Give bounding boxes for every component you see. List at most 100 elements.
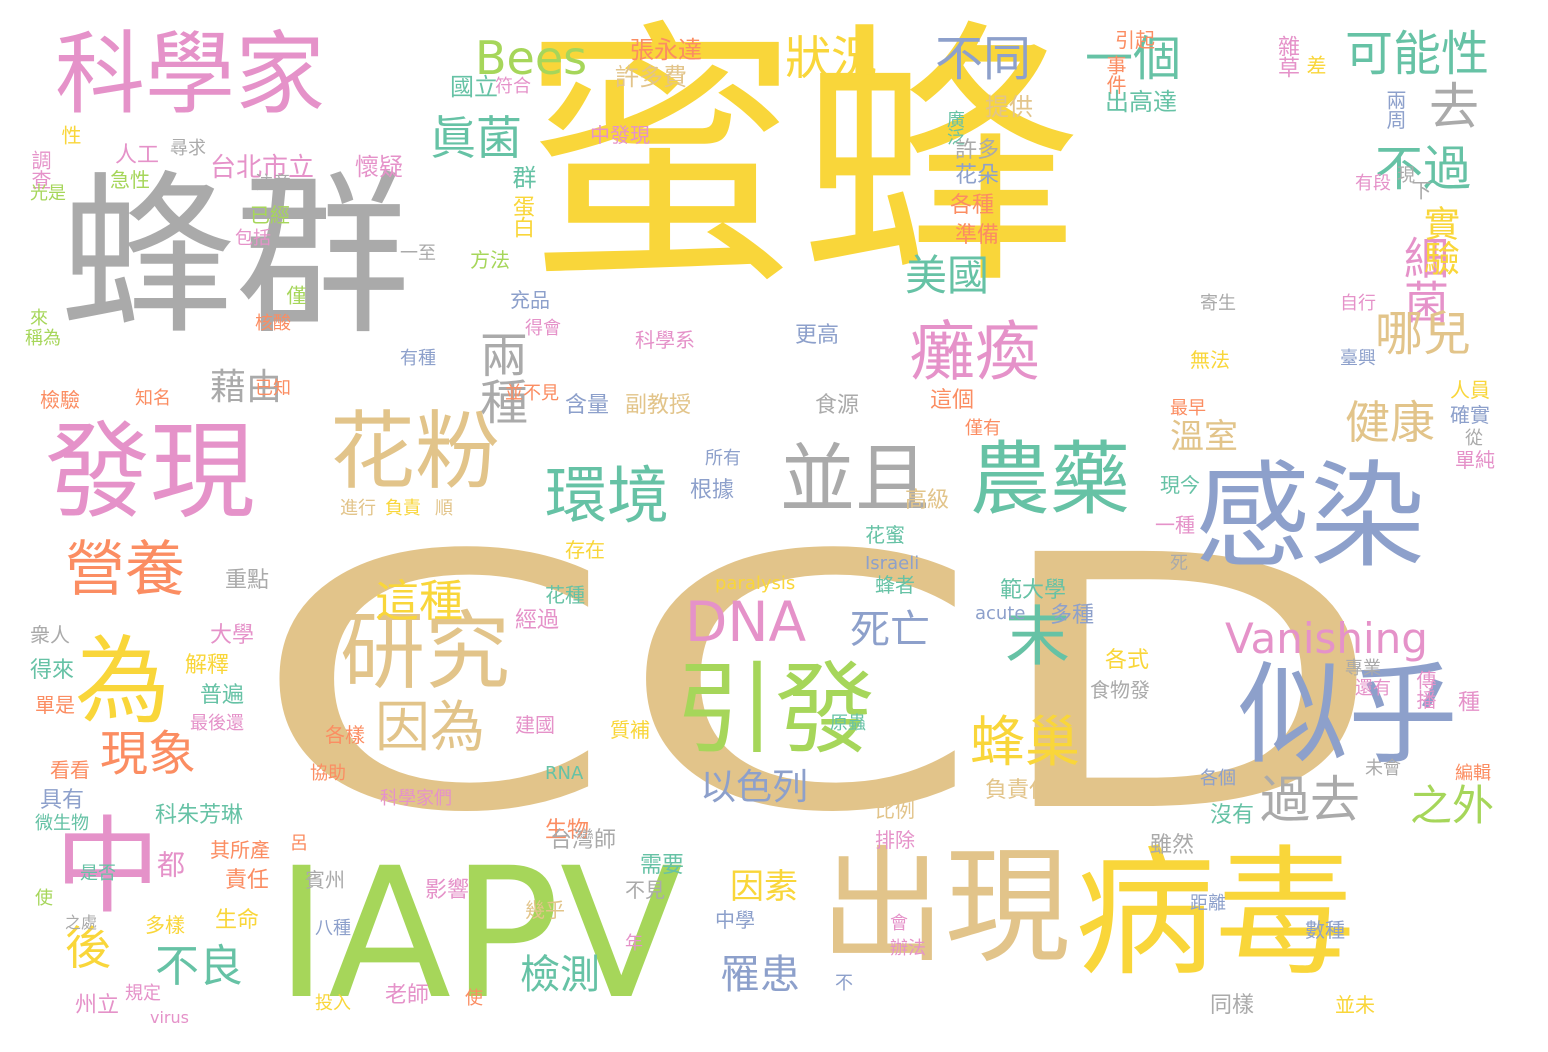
word: 賓州 xyxy=(305,868,345,892)
word: 人員 xyxy=(1450,378,1490,402)
word: 來 xyxy=(30,308,48,329)
word: 多種 xyxy=(1050,603,1095,628)
word: 以色列 xyxy=(700,767,809,808)
word: 兩種 xyxy=(471,330,527,424)
word: 含量 xyxy=(565,393,610,418)
word: 台北市立 xyxy=(210,153,315,183)
word: 需要 xyxy=(640,853,685,878)
word: 健康 xyxy=(1345,396,1436,449)
word: 哪兒 xyxy=(1375,306,1472,362)
word: 食物發 xyxy=(1090,678,1150,702)
word: 雜草 xyxy=(1274,35,1299,78)
word: 末 xyxy=(1005,600,1071,675)
word: 最早 xyxy=(1170,398,1206,419)
word: 中學 xyxy=(715,908,755,932)
word: 中發現 xyxy=(590,123,650,147)
word: 實驗 xyxy=(1418,205,1459,275)
word: 雖然 xyxy=(1150,833,1195,858)
word: Israeli xyxy=(865,553,920,574)
word: 癱瘓 xyxy=(910,315,1041,390)
word: 罹患 xyxy=(720,952,800,998)
word: 美國 xyxy=(905,251,990,300)
word: RNA xyxy=(545,763,584,784)
word: 包括 xyxy=(235,228,271,249)
word: 事件 xyxy=(1103,55,1127,94)
word: 無法 xyxy=(1190,348,1230,372)
word: 經過 xyxy=(515,608,560,633)
word: 進行 xyxy=(340,498,376,519)
word: 現今 xyxy=(1160,473,1200,497)
word: 花朵 xyxy=(955,163,1000,188)
word: 還有 xyxy=(1355,678,1391,699)
word: 都 xyxy=(153,850,186,878)
word: 許多 xyxy=(955,138,1000,163)
word: 不過 xyxy=(1375,141,1472,197)
word: 各個 xyxy=(1200,768,1236,789)
word: 最後還 xyxy=(190,713,244,734)
word: 單純 xyxy=(1455,448,1495,472)
word: 研究 xyxy=(340,603,511,702)
word: 出高達 xyxy=(1105,88,1177,116)
word: 懷疑 xyxy=(355,153,403,181)
word: 科學家 xyxy=(55,22,325,127)
word: 距離 xyxy=(1190,893,1226,914)
word: 確實 xyxy=(1450,403,1490,427)
word: 不良 xyxy=(155,941,243,992)
word: 排除 xyxy=(875,828,915,852)
word: 可能性 xyxy=(1345,26,1490,82)
word: 呂 xyxy=(290,833,308,854)
word: 幾乎 xyxy=(525,898,565,922)
word: 中 xyxy=(55,806,161,928)
word: 單是 xyxy=(35,693,75,717)
word: 狀況 xyxy=(785,31,877,85)
word: 負責 xyxy=(385,498,421,519)
word: 花種 xyxy=(545,583,585,607)
word: 稱為 xyxy=(25,328,61,349)
word: 重點 xyxy=(225,568,270,593)
word: 農藥 xyxy=(970,433,1130,526)
word: 之外 xyxy=(1410,781,1495,830)
word: 會 xyxy=(890,913,908,934)
word: 因為 xyxy=(375,695,486,759)
word: 科學系 xyxy=(635,328,695,352)
word: 從 xyxy=(1465,428,1483,449)
word: 感染 xyxy=(1195,450,1426,584)
word: 自行 xyxy=(1340,293,1376,314)
word: 多樣 xyxy=(145,913,185,937)
word: 蜜蜂 xyxy=(520,0,1080,323)
word: 調查 xyxy=(28,150,52,189)
word: 台灣師 xyxy=(550,828,617,853)
word: 群 xyxy=(508,165,536,189)
word: 責任 xyxy=(225,868,270,893)
word: 藉由 xyxy=(210,367,283,408)
word: 不 xyxy=(835,973,853,994)
word: 病毒 xyxy=(1075,833,1356,996)
word: 知名 xyxy=(135,388,171,409)
word: 生物 xyxy=(545,818,590,843)
word: 蜂巢 xyxy=(970,710,1081,774)
word: 得會 xyxy=(525,318,561,339)
word: 沒有 xyxy=(1210,803,1255,828)
word: 兩周 xyxy=(1383,90,1407,129)
word: 蜂群 xyxy=(60,156,410,359)
word: 並且 xyxy=(780,435,931,523)
word: 引起 xyxy=(1115,28,1155,52)
word: 國立 xyxy=(450,73,498,101)
word: 不同 xyxy=(935,31,1032,87)
word: 檢測 xyxy=(520,952,600,998)
word: 得來 xyxy=(30,658,75,683)
word: 負責任 xyxy=(985,778,1052,803)
word: 使 xyxy=(35,888,53,909)
word: 過去 xyxy=(1260,771,1360,829)
word: 這個 xyxy=(930,388,975,413)
word: 根據 xyxy=(690,478,735,503)
word: 引發 xyxy=(675,651,875,768)
word: 提供 xyxy=(985,93,1033,121)
word: 科朱芳琳 xyxy=(155,803,244,828)
word: 是否 xyxy=(80,863,116,884)
word: 出現 xyxy=(820,835,1070,980)
word: CCD xyxy=(250,481,1388,889)
word: 衆人 xyxy=(30,623,70,647)
word: 質補 xyxy=(610,718,650,742)
word: 一至 xyxy=(400,243,436,264)
